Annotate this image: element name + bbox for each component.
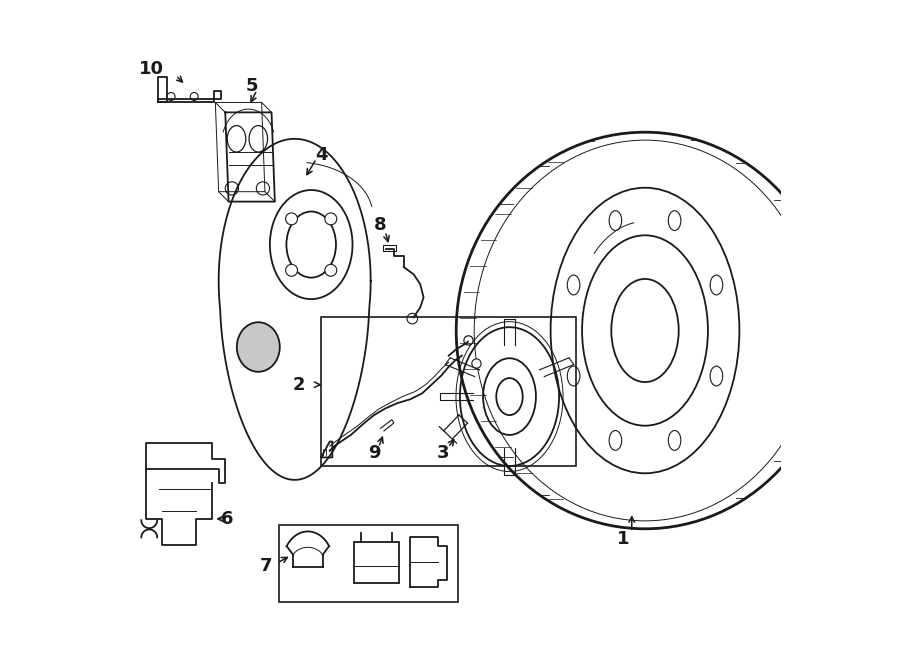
Circle shape: [472, 359, 482, 368]
Circle shape: [464, 336, 473, 345]
Circle shape: [167, 93, 175, 100]
Circle shape: [285, 213, 298, 225]
Ellipse shape: [567, 275, 580, 295]
Ellipse shape: [609, 430, 622, 450]
Ellipse shape: [669, 430, 681, 450]
Ellipse shape: [609, 211, 622, 231]
Text: 7: 7: [260, 557, 273, 576]
Circle shape: [190, 93, 198, 100]
Text: 1: 1: [616, 529, 629, 548]
Ellipse shape: [567, 366, 580, 386]
Circle shape: [285, 264, 298, 276]
Text: 6: 6: [221, 510, 233, 528]
Text: 8: 8: [374, 215, 387, 234]
Ellipse shape: [710, 275, 723, 295]
Ellipse shape: [710, 366, 723, 386]
Text: 4: 4: [315, 146, 328, 165]
Text: 10: 10: [139, 60, 164, 79]
Text: 5: 5: [246, 77, 258, 95]
Circle shape: [407, 313, 418, 324]
Text: 2: 2: [293, 375, 305, 394]
Ellipse shape: [237, 323, 280, 371]
Ellipse shape: [669, 211, 681, 231]
Bar: [355, 542, 399, 583]
Circle shape: [225, 182, 238, 195]
Ellipse shape: [496, 378, 523, 415]
Circle shape: [325, 264, 337, 276]
Text: 9: 9: [368, 444, 380, 462]
Circle shape: [256, 182, 269, 195]
Text: 3: 3: [437, 444, 450, 462]
Ellipse shape: [611, 279, 679, 382]
Bar: [382, 245, 396, 251]
Bar: [280, 525, 458, 602]
Bar: [321, 317, 576, 466]
Circle shape: [325, 213, 337, 225]
